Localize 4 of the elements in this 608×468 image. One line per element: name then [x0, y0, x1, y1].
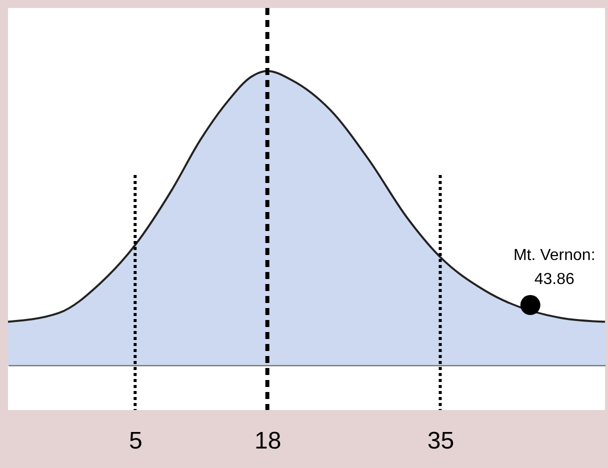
- annotation: Mt. Vernon: 43.86: [513, 247, 596, 288]
- x-tick-label: 5: [128, 428, 142, 454]
- x-tick-label: 35: [427, 428, 454, 454]
- x-tick-label: 18: [254, 428, 282, 454]
